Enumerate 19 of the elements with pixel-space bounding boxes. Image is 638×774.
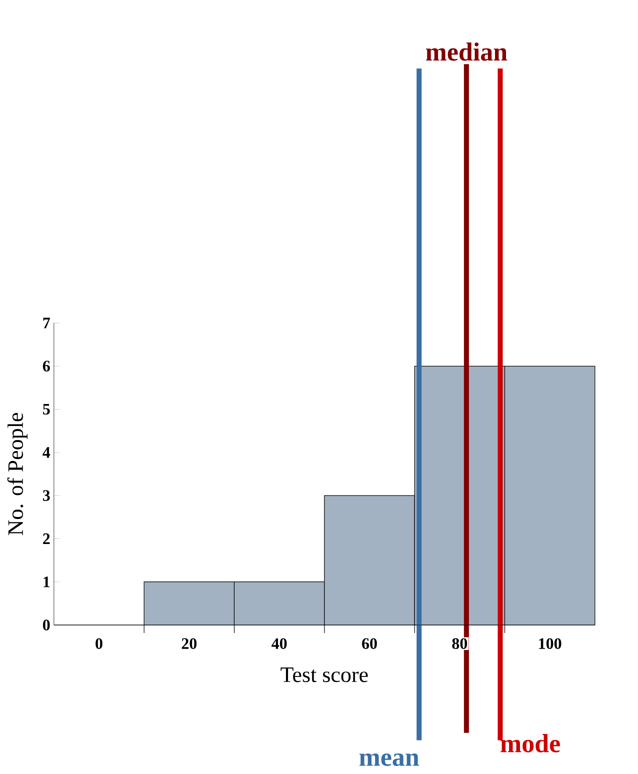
ref-line-label: mean: [359, 753, 420, 766]
x-tick-label: 80: [452, 638, 468, 649]
y-tick-label: 0: [42, 620, 50, 630]
y-tick-label: 4: [42, 447, 50, 458]
ref-line-label: mode: [500, 734, 560, 752]
y-tick-label: 5: [43, 404, 50, 415]
y-tick-label: 3: [42, 490, 50, 501]
y-tick-label: 1: [44, 576, 50, 588]
x-tick-label: 100: [539, 638, 562, 649]
x-tick-label: 20: [182, 638, 197, 649]
x-axis-title: Test score: [280, 668, 368, 682]
x-tick-label: 60: [362, 638, 377, 649]
x-tick-label: 0: [96, 638, 102, 649]
ref-line-label: median: [426, 42, 508, 61]
y-tick-label: 6: [42, 360, 50, 372]
y-tick-label: 7: [43, 318, 50, 328]
x-tick-label: 40: [272, 638, 287, 649]
y-axis-title: No. of People: [7, 413, 28, 536]
y-tick-label: 2: [43, 533, 50, 544]
